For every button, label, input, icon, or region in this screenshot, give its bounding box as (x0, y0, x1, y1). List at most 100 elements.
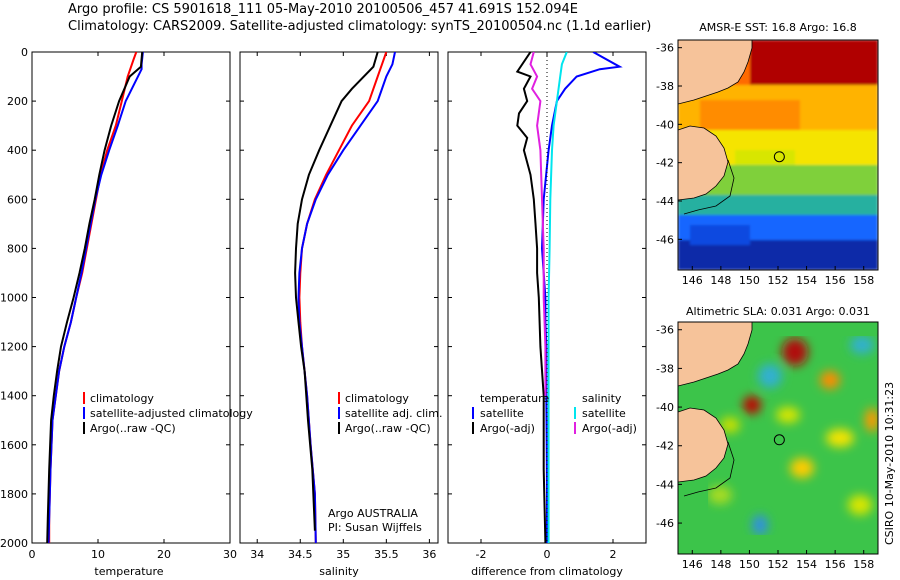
creation-stamp: CSIRO 10-May-2010 10:31:23 (883, 382, 896, 545)
map-y-tick-label: -40 (656, 401, 674, 414)
map-x-tick-label: 154 (796, 558, 817, 571)
map-x-tick-label: 156 (825, 558, 846, 571)
x-tick-label: 20 (157, 548, 171, 561)
sst-map (678, 40, 878, 270)
x-tick-label: 10 (91, 548, 105, 561)
y-tick-label: 800 (7, 242, 28, 255)
series-line (529, 52, 547, 396)
map-y-tick-label: -40 (656, 118, 674, 131)
sst-map-title: AMSR-E SST: 16.8 Argo: 16.8 (699, 21, 857, 34)
x-tick-label: -2 (476, 548, 487, 561)
sla-map-title: Altimetric SLA: 0.031 Argo: 0.031 (686, 305, 870, 318)
temperature-legend: climatology satellite-adjusted climatolo… (83, 392, 253, 435)
y-tick-label: 600 (7, 193, 28, 206)
figure-title-line-2: Climatology: CARS2009. Satellite-adjuste… (68, 19, 652, 34)
legend-title-temperature: temperature (480, 392, 549, 405)
temperature-panel-frame (31, 51, 231, 544)
shelf-contour-line (683, 159, 735, 215)
x-tick-label: 34.5 (288, 548, 313, 561)
salinity-panel-frame (239, 51, 439, 544)
temperature-profiles (46, 52, 144, 543)
map-y-tick-label: -42 (656, 157, 674, 170)
legend-label-climatology: climatology (90, 392, 154, 405)
y-tick-label: 200 (7, 95, 28, 108)
tasmania-shape (678, 125, 729, 201)
salinity-legend: climatology satellite adj. clim. Argo(..… (338, 392, 442, 435)
map-y-tick-label: -46 (656, 517, 674, 530)
y-tick-label: 1400 (0, 390, 28, 403)
shelf-contour-line (683, 441, 735, 497)
series-line (47, 52, 144, 543)
x-tick-label: 35 (336, 548, 350, 561)
y-tick-label: 1200 (0, 341, 28, 354)
series-line (48, 52, 138, 543)
legend-label-sal-satellite: satellite (582, 407, 626, 420)
argo-position-marker (773, 434, 785, 446)
series-line (515, 52, 547, 543)
map-x-tick-label: 146 (682, 558, 703, 571)
map-x-tick-label: 148 (710, 274, 731, 287)
legend-label-argo: Argo(..raw -QC) (90, 422, 176, 435)
sla-map (678, 322, 878, 554)
map-y-tick-label: -42 (656, 440, 674, 453)
legend-label-sal-argo: Argo(-adj) (582, 422, 637, 435)
map-y-tick-label: -44 (656, 478, 674, 491)
difference-profiles (515, 52, 623, 543)
map-y-tick-label: -36 (656, 324, 674, 337)
y-tick-label: 1000 (0, 292, 28, 305)
map-y-tick-label: -44 (656, 195, 674, 208)
sla-map-axes: 146 148 150 152 154 156 158 -36 -38 -40 -42 -44 -46 (656, 324, 874, 571)
map-y-tick-label: -38 (656, 80, 674, 93)
x-tick-label: 2 (610, 548, 617, 561)
map-x-tick-label: 152 (768, 558, 789, 571)
map-x-tick-label: 150 (739, 274, 760, 287)
y-tick-label: 2000 (0, 537, 28, 550)
x-tick-label: 34 (250, 548, 264, 561)
mainland-australia-shape (678, 322, 753, 387)
salinity-profiles (294, 52, 396, 543)
y-tick-label: 0 (21, 46, 28, 59)
salinity-axes: 34 34.5 35 35.5 36 (240, 51, 438, 561)
map-x-tick-label: 158 (853, 274, 874, 287)
difference-axis-label: difference from climatology (471, 565, 623, 578)
temperature-axis-label: temperature (94, 565, 163, 578)
y-tick-label: 1600 (0, 439, 28, 452)
legend-label-satellite-adjusted: satellite-adjusted climatology (90, 407, 253, 420)
map-x-tick-label: 150 (739, 558, 760, 571)
series-line (294, 52, 379, 531)
map-x-tick-label: 154 (796, 274, 817, 287)
legend-label-satellite-adjusted: satellite adj. clim. (345, 407, 442, 420)
map-y-tick-label: -46 (656, 233, 674, 246)
x-tick-label: 0 (29, 548, 36, 561)
salinity-axis-label: salinity (319, 565, 359, 578)
difference-legend-salinity: salinity satellite Argo(-adj) (574, 392, 637, 435)
map-x-tick-label: 148 (710, 558, 731, 571)
temperature-axes: 0 10 20 30 0 200 400 600 800 1000 1200 1400 1600 1800… (0, 46, 237, 561)
salinity-annotation-line-2: PI: Susan Wijffels (328, 521, 422, 534)
y-tick-label: 1800 (0, 488, 28, 501)
map-y-tick-label: -38 (656, 362, 674, 375)
series-line (547, 52, 568, 543)
y-tick-label: 400 (7, 144, 28, 157)
mainland-australia-shape (678, 40, 753, 105)
salinity-annotation-line-1: Argo AUSTRALIA (328, 507, 418, 520)
legend-label-climatology: climatology (345, 392, 409, 405)
legend-label-temp-argo: Argo(-adj) (480, 422, 535, 435)
x-tick-label: 36 (422, 548, 436, 561)
map-x-tick-label: 152 (768, 274, 789, 287)
difference-legend-temperature: temperature satellite Argo(-adj) (472, 392, 549, 435)
legend-label-temp-satellite: satellite (480, 407, 524, 420)
tasmania-shape (678, 407, 729, 483)
map-y-tick-label: -36 (656, 42, 674, 55)
x-tick-label: 30 (223, 548, 237, 561)
sla-field (708, 336, 878, 535)
map-x-tick-label: 156 (825, 274, 846, 287)
map-x-tick-label: 146 (682, 274, 703, 287)
x-tick-label: 35.5 (374, 548, 399, 561)
series-line (46, 52, 144, 543)
map-x-tick-label: 158 (853, 558, 874, 571)
sst-map-axes: 146 148 150 152 154 156 158 -36 -38 -40 -42 -44 -46 (656, 42, 874, 287)
legend-label-argo: Argo(..raw -QC) (345, 422, 431, 435)
legend-title-salinity: salinity (582, 392, 622, 405)
